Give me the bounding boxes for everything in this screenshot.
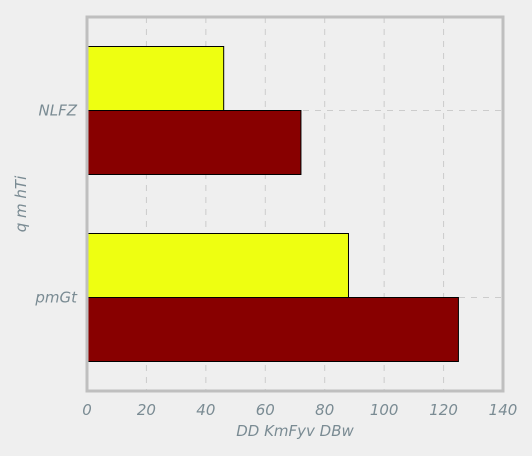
x-tick-label: 60 <box>256 401 275 419</box>
x-tick-label: 140 <box>489 401 518 419</box>
plot-frame <box>85 15 505 393</box>
bar-nlfz-series-1 <box>86 46 225 111</box>
x-tick-label: 20 <box>137 401 156 419</box>
y-axis-ticks: NLFZ pmGt <box>34 102 78 307</box>
bars <box>86 46 459 362</box>
x-tick-label: 80 <box>315 401 334 419</box>
bar-nlfz-series-2 <box>86 110 302 175</box>
x-tick-label: 0 <box>82 401 92 419</box>
x-tick-label: 100 <box>370 401 399 419</box>
x-tick-label: 40 <box>196 401 215 419</box>
bar-pmgt-series-1 <box>86 233 349 298</box>
bar-pmgt-series-2 <box>86 297 459 362</box>
y-axis-label: q m hTi <box>12 175 30 232</box>
y-tick-label: NLFZ <box>39 102 78 120</box>
x-axis-label: DD KmFyv DBw <box>236 422 354 440</box>
x-axis-ticks: 0 20 40 60 80 100 120 140 <box>82 401 517 419</box>
y-tick-label: pmGt <box>34 289 78 307</box>
x-tick-label: 120 <box>429 401 458 419</box>
